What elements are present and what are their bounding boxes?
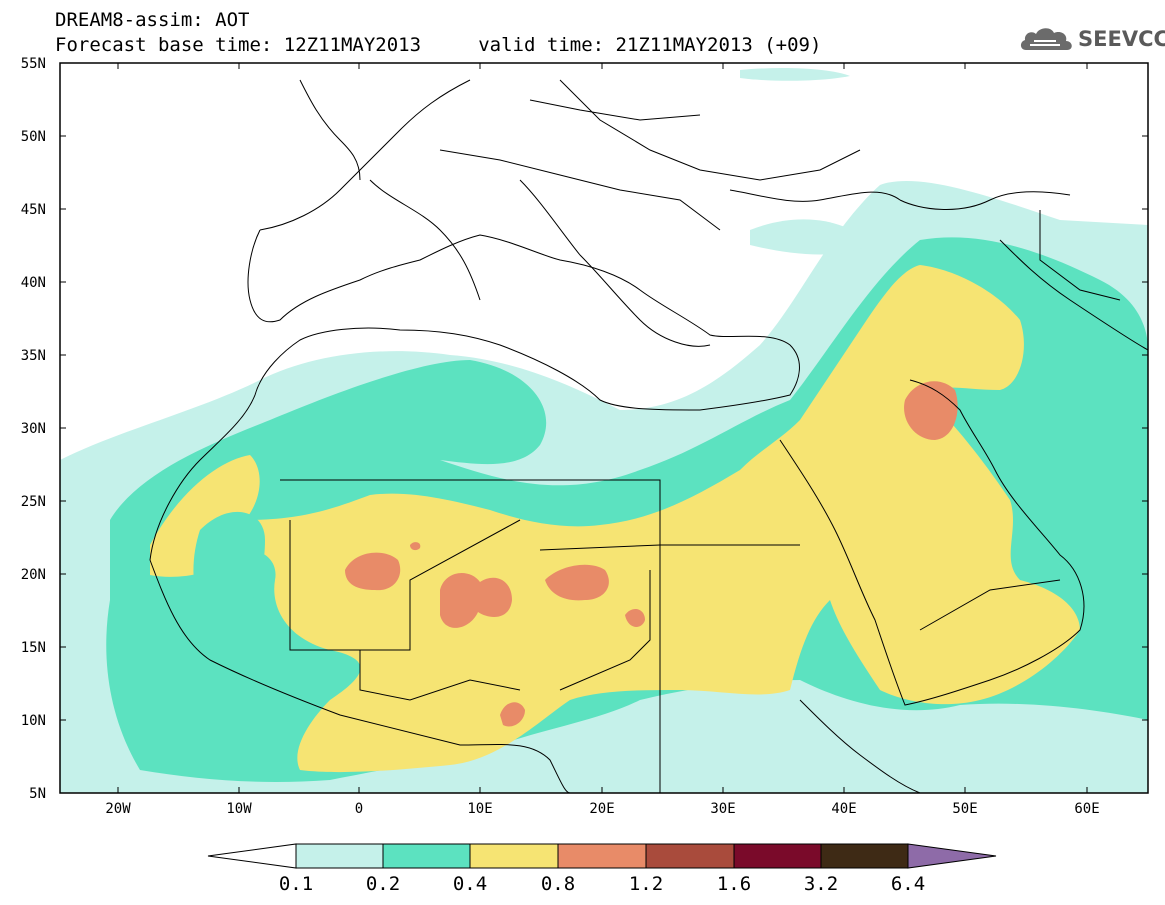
colorbar-label: 0.8: [541, 873, 575, 895]
aot-patch-0-2-west: [193, 511, 265, 625]
lon-label: 10W: [226, 801, 252, 817]
colorbar-bin: [733, 843, 822, 869]
colorbar-high-arrow: [907, 843, 997, 869]
lat-label: 45N: [21, 202, 46, 218]
colorbar-bin: [645, 843, 735, 869]
colorbar-label: 6.4: [891, 873, 925, 895]
lat-ticks: [60, 135, 1148, 721]
lat-label: 20N: [21, 567, 46, 583]
aot-hotspots: [345, 381, 958, 727]
logo-text: SEEVCCC: [1078, 27, 1165, 51]
forecast-times: Forecast base time: 12Z11MAY2013 valid t…: [55, 34, 822, 56]
colorbar-bin: [557, 843, 647, 869]
lat-labels: 55N 50N 45N 40N 35N 30N 25N 20N 15N 10N …: [21, 56, 46, 802]
lon-label: 50E: [952, 801, 977, 817]
colorbar-label: 3.2: [804, 873, 838, 895]
aot-band-0-1-top: [740, 68, 850, 81]
colorbar-bin: [382, 843, 471, 869]
colorbar: [207, 843, 997, 869]
lon-label: 30E: [710, 801, 735, 817]
lat-label: 15N: [21, 640, 46, 656]
seevccc-logo: SEEVCCC: [1018, 24, 1165, 54]
aot-patch-0-2-arabia: [1055, 399, 1087, 453]
lat-label: 10N: [21, 713, 46, 729]
lon-label: 20W: [105, 801, 131, 817]
lat-label: 5N: [29, 786, 46, 802]
lon-label: 40E: [831, 801, 856, 817]
coastlines: [149, 79, 1148, 793]
colorbar-label: 0.1: [279, 873, 313, 895]
lat-label: 50N: [21, 129, 46, 145]
colorbar-bin: [820, 843, 909, 869]
colorbar-label: 0.4: [453, 873, 487, 895]
lon-label: 10E: [467, 801, 492, 817]
aot-contours: [60, 68, 1148, 793]
cloud-icon: [1020, 28, 1072, 50]
lat-label: 40N: [21, 275, 46, 291]
lat-label: 25N: [21, 494, 46, 510]
colorbar-label: 0.2: [366, 873, 400, 895]
lon-labels: 20W 10W 0 10E 20E 30E 40E 50E 60E: [105, 801, 1099, 817]
lon-label: 0: [355, 801, 363, 817]
lat-label: 55N: [21, 56, 46, 72]
lon-ticks: [117, 63, 1088, 793]
colorbar-labels: 0.1 0.2 0.4 0.8 1.2 1.6 3.2 6.4: [279, 873, 925, 895]
colorbar-label: 1.2: [629, 873, 663, 895]
lat-label: 35N: [21, 348, 46, 364]
colorbar-bin: [469, 843, 559, 869]
lon-label: 20E: [589, 801, 614, 817]
map-title: DREAM8-assim: AOT: [55, 9, 250, 31]
colorbar-label: 1.6: [717, 873, 751, 895]
aot-band-0-1-east: [750, 219, 870, 255]
lat-label: 30N: [21, 421, 46, 437]
colorbar-low-arrow: [207, 843, 297, 869]
lon-label: 60E: [1074, 801, 1099, 817]
colorbar-bin: [295, 843, 384, 869]
aot-band-0-4: [150, 265, 1080, 773]
